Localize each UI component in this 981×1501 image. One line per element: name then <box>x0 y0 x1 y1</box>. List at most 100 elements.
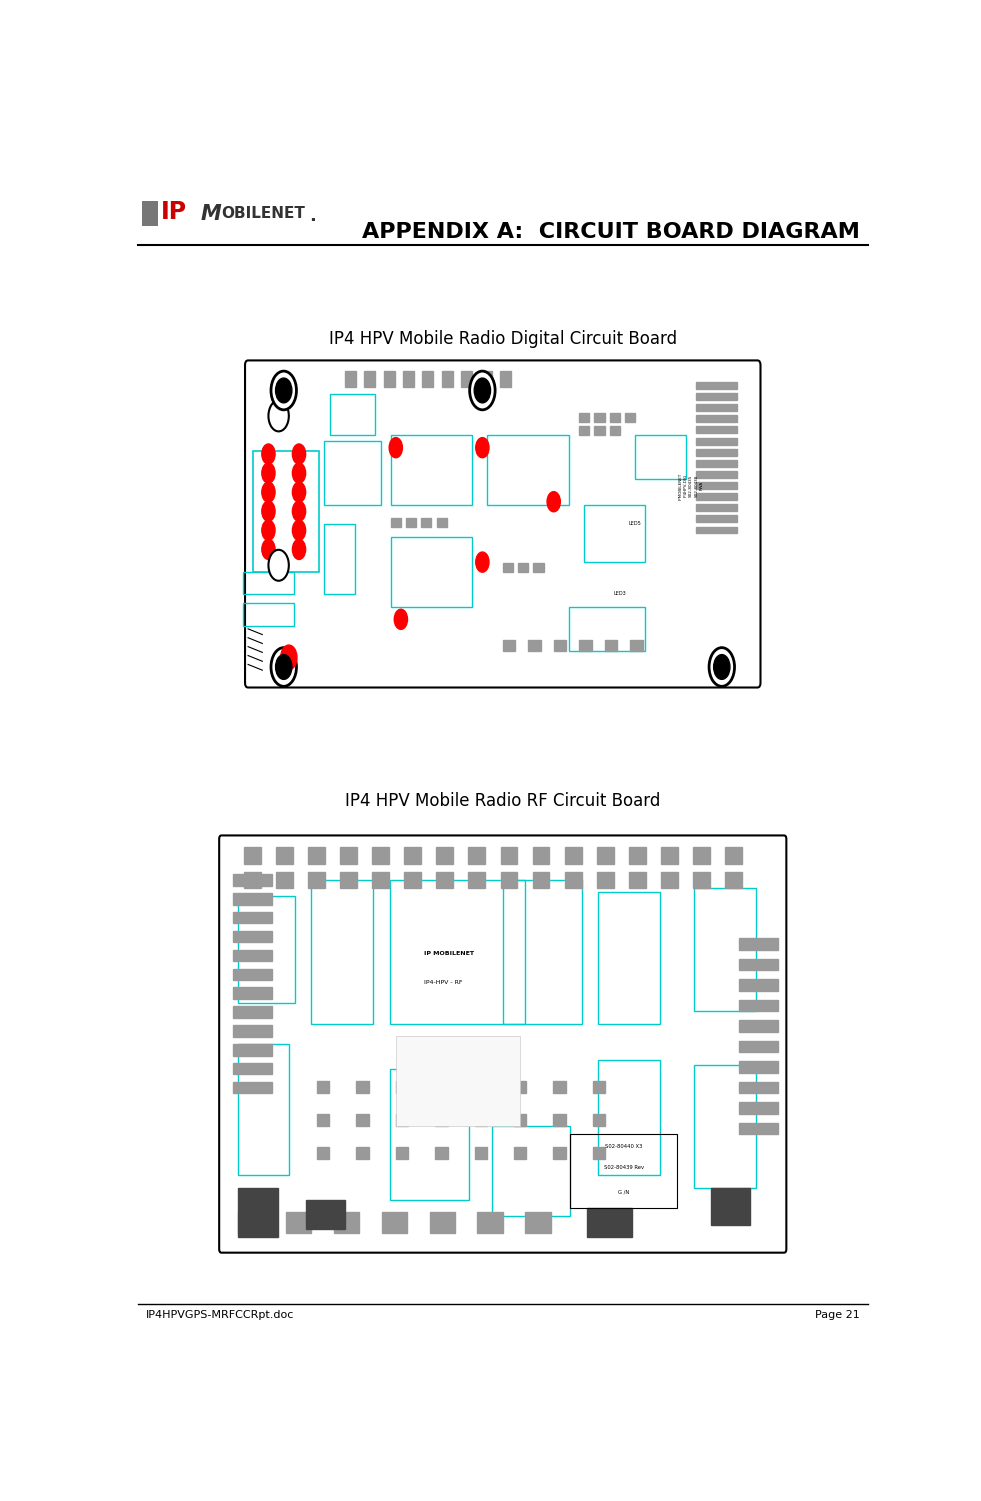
Bar <box>604 639 617 651</box>
Text: LED3: LED3 <box>613 591 626 596</box>
Text: IP: IP <box>161 201 186 225</box>
Bar <box>141 201 158 227</box>
Bar <box>553 639 566 651</box>
Bar <box>232 968 272 980</box>
Circle shape <box>276 378 292 402</box>
Bar <box>593 1147 605 1159</box>
Bar <box>739 1000 779 1012</box>
Bar <box>238 1187 278 1237</box>
Bar <box>500 847 517 863</box>
Bar <box>694 889 756 1012</box>
Bar <box>340 847 357 863</box>
Bar <box>308 847 325 863</box>
Bar <box>306 1199 345 1229</box>
Bar <box>593 1114 605 1126</box>
Text: LED5: LED5 <box>629 521 642 527</box>
Circle shape <box>394 609 407 629</box>
Bar <box>469 847 486 863</box>
Bar <box>694 1064 756 1187</box>
Bar <box>232 1063 272 1075</box>
Text: IPMOBILENET
IP4HPV-DIG
S02-80435
S02-80438
PWA: IPMOBILENET IP4HPV-DIG S02-80435 S02-804… <box>679 473 703 500</box>
Bar <box>396 1114 408 1126</box>
Bar <box>232 931 272 943</box>
Bar <box>518 563 528 572</box>
Bar <box>697 527 737 533</box>
Bar <box>629 847 645 863</box>
Bar <box>525 1213 550 1232</box>
Text: APPENDIX A:  CIRCUIT BOARD DIAGRAM: APPENDIX A: CIRCUIT BOARD DIAGRAM <box>362 222 860 242</box>
Bar <box>232 1082 272 1093</box>
Bar <box>500 872 517 889</box>
Bar <box>244 847 261 863</box>
Bar <box>382 1213 407 1232</box>
Bar <box>697 515 737 522</box>
Bar <box>593 1081 605 1093</box>
Bar <box>308 872 325 889</box>
Bar <box>345 371 356 387</box>
Bar <box>243 603 294 626</box>
Bar <box>491 1126 570 1216</box>
FancyBboxPatch shape <box>245 360 760 687</box>
Circle shape <box>271 647 296 686</box>
Circle shape <box>262 539 275 560</box>
Bar <box>711 1187 750 1225</box>
Bar <box>325 441 381 504</box>
Bar <box>579 426 590 435</box>
Bar <box>630 639 643 651</box>
Bar <box>437 518 446 527</box>
Circle shape <box>709 647 735 686</box>
Bar <box>625 413 636 422</box>
FancyBboxPatch shape <box>219 836 787 1253</box>
Bar <box>503 639 515 651</box>
Bar <box>739 1061 779 1073</box>
Bar <box>390 1069 469 1199</box>
Circle shape <box>292 444 306 464</box>
Bar <box>390 880 525 1024</box>
Text: .: . <box>309 207 316 225</box>
Bar <box>232 1045 272 1055</box>
Bar <box>693 847 710 863</box>
Bar <box>243 572 294 594</box>
Bar <box>514 1147 527 1159</box>
Bar <box>596 847 613 863</box>
Bar <box>372 847 389 863</box>
Circle shape <box>262 501 275 521</box>
Bar <box>565 847 582 863</box>
Bar <box>406 518 416 527</box>
Bar <box>596 872 613 889</box>
Text: IP4-HPV - RF: IP4-HPV - RF <box>424 980 462 985</box>
Bar <box>437 872 453 889</box>
Bar <box>372 872 389 889</box>
Bar <box>533 847 549 863</box>
Bar <box>421 518 432 527</box>
Bar <box>232 913 272 923</box>
Bar <box>478 1213 503 1232</box>
Bar <box>404 847 421 863</box>
Bar <box>725 872 742 889</box>
Circle shape <box>276 654 292 680</box>
Bar <box>232 1025 272 1037</box>
Circle shape <box>547 492 560 512</box>
Bar <box>481 371 491 387</box>
Bar <box>244 872 261 889</box>
Bar <box>693 872 710 889</box>
Bar <box>579 413 590 422</box>
Bar <box>739 979 779 991</box>
Bar <box>317 1147 330 1159</box>
Circle shape <box>476 438 489 458</box>
Bar <box>334 1213 359 1232</box>
Text: IP4 HPV Mobile Radio RF Circuit Board: IP4 HPV Mobile Radio RF Circuit Board <box>345 793 660 811</box>
Circle shape <box>389 438 402 458</box>
Bar <box>232 1006 272 1018</box>
Bar <box>629 872 645 889</box>
Bar <box>330 393 376 435</box>
Bar <box>579 639 592 651</box>
Bar <box>503 563 513 572</box>
Bar <box>430 1213 455 1232</box>
Circle shape <box>292 482 306 503</box>
Circle shape <box>292 501 306 521</box>
Bar <box>475 1147 487 1159</box>
Bar <box>697 504 737 512</box>
Bar <box>697 482 737 489</box>
Bar <box>594 426 604 435</box>
